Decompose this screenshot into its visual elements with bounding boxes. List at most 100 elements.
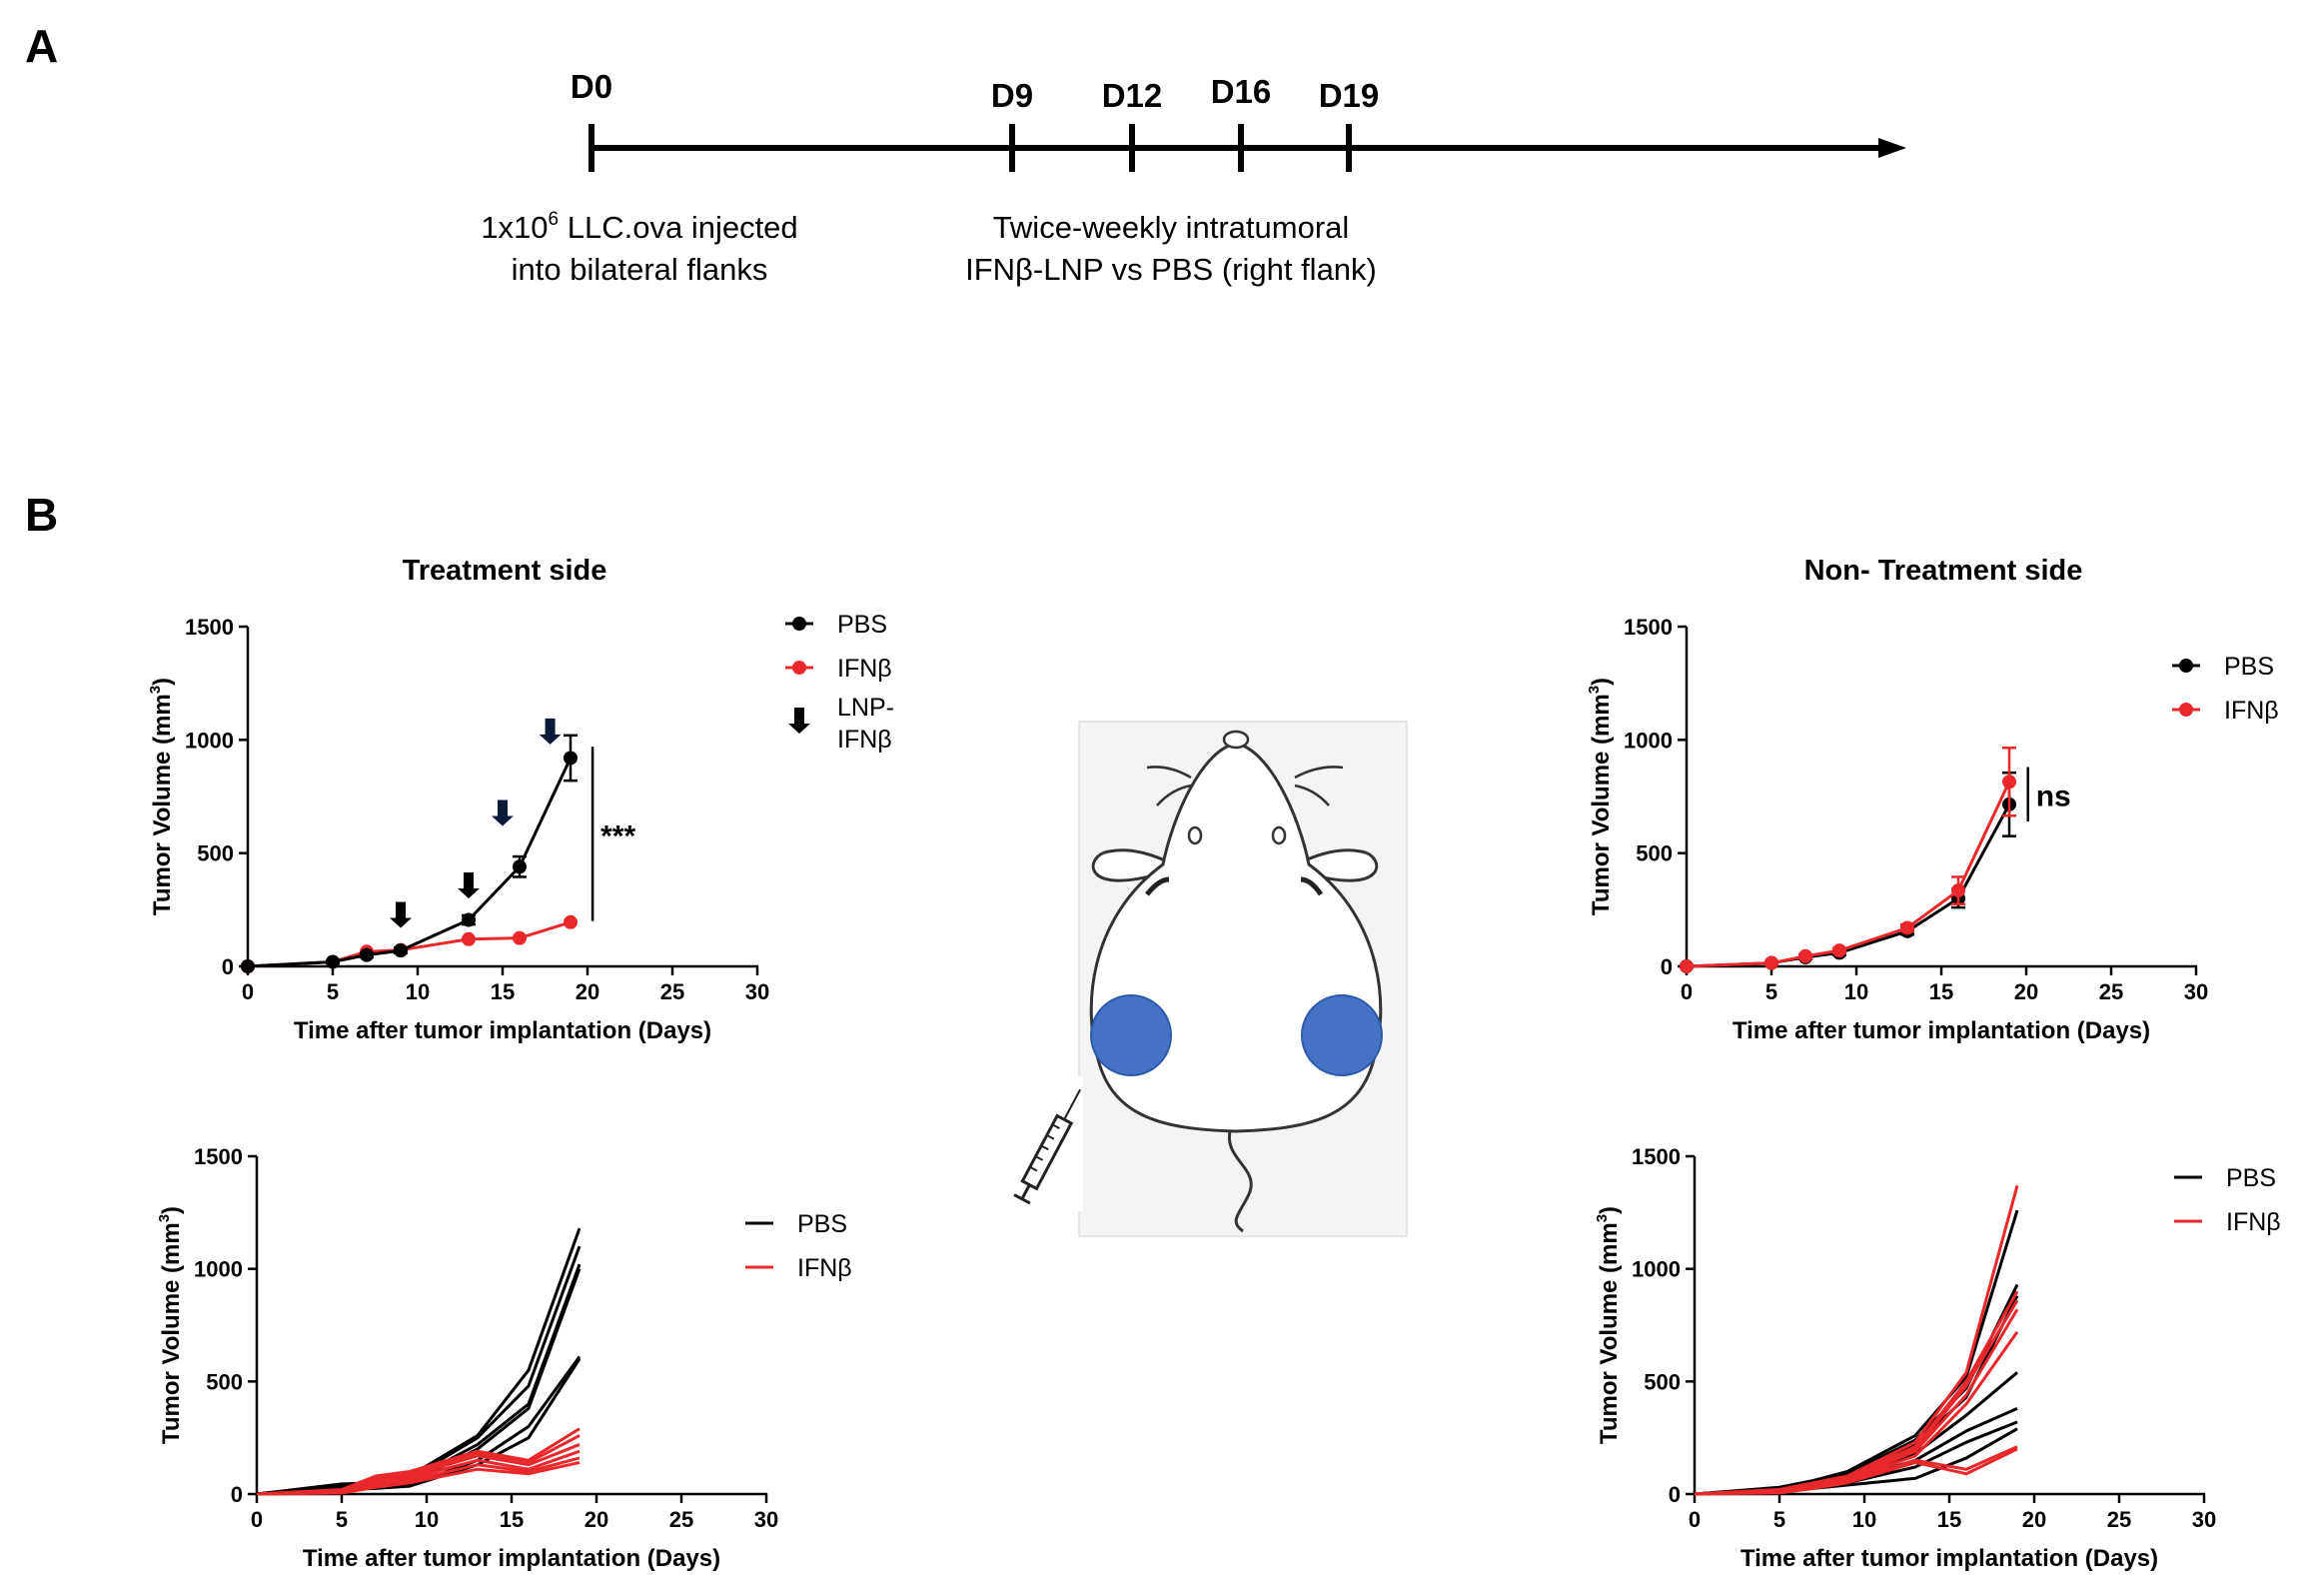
y-axis-label-superscript: 3 <box>1594 1214 1611 1222</box>
x-tick-label: 10 <box>415 1507 439 1532</box>
y-axis-label-close: ) <box>158 1206 185 1214</box>
chart-mean-nontreatment: Non- Treatment side 0 5 10 15 20 25 30 0 500 1000 1… <box>1586 555 2279 1044</box>
y-tick-label: 1000 <box>1624 728 1673 753</box>
x-tick-label: 25 <box>2099 979 2123 1004</box>
legend-arrow-icon <box>788 708 810 734</box>
chart-individual-nontreatment: 0 5 10 15 20 25 30 0 500 1000 1500 Time after tumor… <box>1594 1144 2281 1572</box>
data-point-ifnb <box>1764 955 1778 970</box>
individual-line-pbs <box>1694 1295 2019 1496</box>
y-tick-label: 0 <box>231 1482 243 1507</box>
timeline-day-label: D16 <box>1211 73 1272 110</box>
timeline-day-label: D0 <box>571 68 612 105</box>
desc-prefix: 1x10 <box>481 210 548 245</box>
x-tick-label: 20 <box>2014 979 2038 1004</box>
legend-swatch-marker <box>2179 703 2193 717</box>
y-tick-label: 1000 <box>1632 1257 1681 1282</box>
chart-title: Treatment side <box>403 555 607 587</box>
x-tick-label: 0 <box>251 1507 263 1532</box>
mouse-shoulders <box>1145 876 1324 896</box>
legend-label: IFNβ <box>797 1254 852 1282</box>
syringe-icon <box>1013 1088 1081 1205</box>
legend-label: IFNβ <box>837 726 892 754</box>
legend-label: LNP- <box>837 694 894 722</box>
significance-label: *** <box>600 819 635 852</box>
x-tick-label: 5 <box>1765 979 1777 1004</box>
mouse-nose <box>1222 730 1250 750</box>
x-tick-label: 15 <box>1937 1507 1961 1532</box>
y-tick-label: 1000 <box>185 728 234 753</box>
mouse-left-eye <box>1187 825 1203 845</box>
x-tick-label: 30 <box>754 1507 778 1532</box>
timeline-right-desc-line2: IFNβ-LNP vs PBS (right flank) <box>965 252 1377 287</box>
x-tick-label: 20 <box>584 1507 608 1532</box>
data-point-ifnb <box>1798 948 1812 963</box>
x-tick-label: 25 <box>2107 1507 2131 1532</box>
timeline-day-label: D9 <box>991 77 1033 114</box>
series-line-ifnb <box>1686 781 2011 968</box>
y-tick-label: 500 <box>1644 1369 1681 1394</box>
y-axis-label-main: Tumor Volume (mm <box>1596 1222 1623 1444</box>
right-flank-tumor <box>1301 994 1383 1076</box>
mouse-tail <box>1227 1126 1253 1233</box>
left-flank-tumor <box>1090 994 1172 1076</box>
y-axis-label-superscript: 3 <box>156 1214 173 1222</box>
y-tick-label: 500 <box>1636 841 1673 866</box>
data-point-ifnb <box>1680 959 1694 973</box>
legend-label: PBS <box>797 1210 847 1238</box>
y-tick-label: 1500 <box>185 615 234 640</box>
timeline-left-desc-line2: into bilateral flanks <box>512 252 768 287</box>
x-tick-label: 5 <box>327 979 339 1004</box>
y-axis-label: Tumor Volume (mm3) <box>156 1206 185 1444</box>
individual-line-ifnb <box>256 1460 581 1496</box>
y-axis-label-superscript: 3 <box>147 686 164 694</box>
panel-b-label: B <box>25 489 58 541</box>
significance-label: ns <box>2036 781 2071 813</box>
timeline-day-label: D19 <box>1319 77 1380 114</box>
y-tick-label: 0 <box>1661 954 1673 979</box>
legend-label: PBS <box>2226 1164 2276 1192</box>
dosing-arrow-icon <box>539 718 562 745</box>
legend-label: IFNβ <box>2226 1208 2281 1236</box>
y-axis-label-close: ) <box>1588 678 1615 686</box>
legend-label: PBS <box>2224 653 2274 681</box>
x-tick-label: 30 <box>2192 1507 2216 1532</box>
mouse-right-eye <box>1271 825 1287 845</box>
timeline-arrowhead <box>1878 138 1906 158</box>
desc-rest: LLC.ova injected <box>559 210 798 245</box>
x-tick-label: 10 <box>1852 1507 1876 1532</box>
y-axis-label-close: ) <box>149 678 176 686</box>
y-axis-label-main: Tumor Volume (mm <box>149 694 176 915</box>
y-axis-label: Tumor Volume (mm3) <box>1586 678 1615 915</box>
dosing-arrow-icon <box>458 872 480 898</box>
y-tick-label: 1500 <box>1624 615 1673 640</box>
timeline-day-label: D12 <box>1102 77 1163 114</box>
x-tick-label: 15 <box>491 979 515 1004</box>
data-point-ifnb <box>2002 775 2016 790</box>
legend-swatch-marker <box>792 617 806 631</box>
x-axis-label: Time after tumor implantation (Days) <box>1733 1017 2150 1044</box>
individual-line-pbs <box>256 1227 581 1496</box>
x-tick-label: 15 <box>1929 979 1953 1004</box>
x-axis-label: Time after tumor implantation (Days) <box>303 1545 720 1572</box>
x-axis-label: Time after tumor implantation (Days) <box>1741 1545 2158 1572</box>
data-point-ifnb <box>564 914 578 929</box>
x-tick-label: 10 <box>1844 979 1868 1004</box>
y-axis-label-superscript: 3 <box>1586 686 1603 694</box>
chart-individual-treatment: 0 5 10 15 20 25 30 0 500 1000 1500 Time after tumor… <box>156 1144 852 1572</box>
chart-mean-treatment: Treatment side 0 5 10 15 20 25 30 0 500 1000 1500 Ti… <box>147 555 894 1044</box>
dosing-arrow-icon <box>390 901 412 928</box>
x-tick-label: 20 <box>2022 1507 2046 1532</box>
data-point-ifnb <box>1951 883 1965 898</box>
x-tick-label: 0 <box>1681 979 1693 1004</box>
x-tick-label: 30 <box>745 979 769 1004</box>
x-tick-label: 10 <box>406 979 430 1004</box>
y-tick-label: 1500 <box>194 1144 243 1169</box>
data-point-pbs <box>241 959 255 973</box>
desc-exponent: 6 <box>549 209 560 230</box>
legend-swatch-marker <box>2179 659 2193 673</box>
timeline-right-desc-line1: Twice-weekly intratumoral <box>993 210 1350 245</box>
x-tick-label: 30 <box>2184 979 2208 1004</box>
y-tick-label: 0 <box>222 954 234 979</box>
x-axis-label: Time after tumor implantation (Days) <box>294 1017 711 1044</box>
y-tick-label: 0 <box>1669 1482 1681 1507</box>
